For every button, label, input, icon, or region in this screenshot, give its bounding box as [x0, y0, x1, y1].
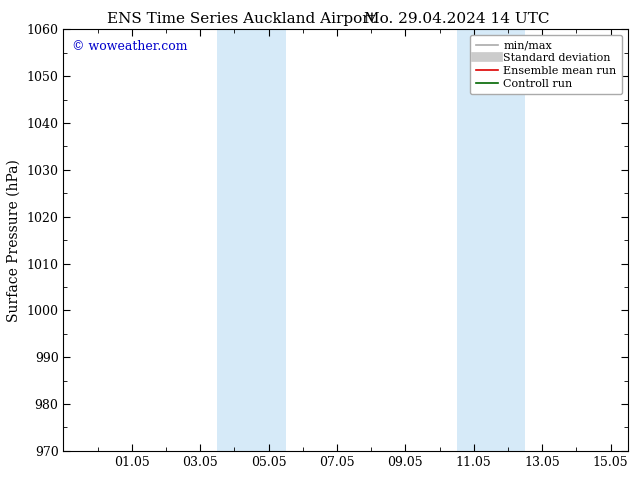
Text: Mo. 29.04.2024 14 UTC: Mo. 29.04.2024 14 UTC	[364, 12, 549, 26]
Text: © woweather.com: © woweather.com	[72, 40, 188, 53]
Legend: min/max, Standard deviation, Ensemble mean run, Controll run: min/max, Standard deviation, Ensemble me…	[470, 35, 622, 95]
Bar	[217, 29, 286, 451]
Text: ENS Time Series Auckland Airport: ENS Time Series Auckland Airport	[107, 12, 375, 26]
Y-axis label: Surface Pressure (hPa): Surface Pressure (hPa)	[7, 159, 21, 321]
Bar	[456, 29, 525, 451]
